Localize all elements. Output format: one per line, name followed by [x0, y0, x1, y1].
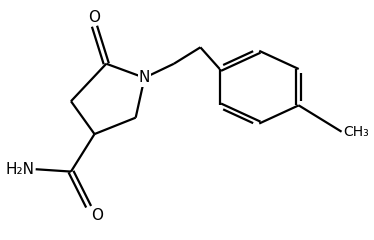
Text: O: O — [92, 208, 104, 223]
Text: N: N — [139, 70, 150, 85]
Text: H₂N: H₂N — [5, 162, 34, 177]
Text: O: O — [89, 10, 101, 25]
Text: CH₃: CH₃ — [343, 125, 369, 139]
